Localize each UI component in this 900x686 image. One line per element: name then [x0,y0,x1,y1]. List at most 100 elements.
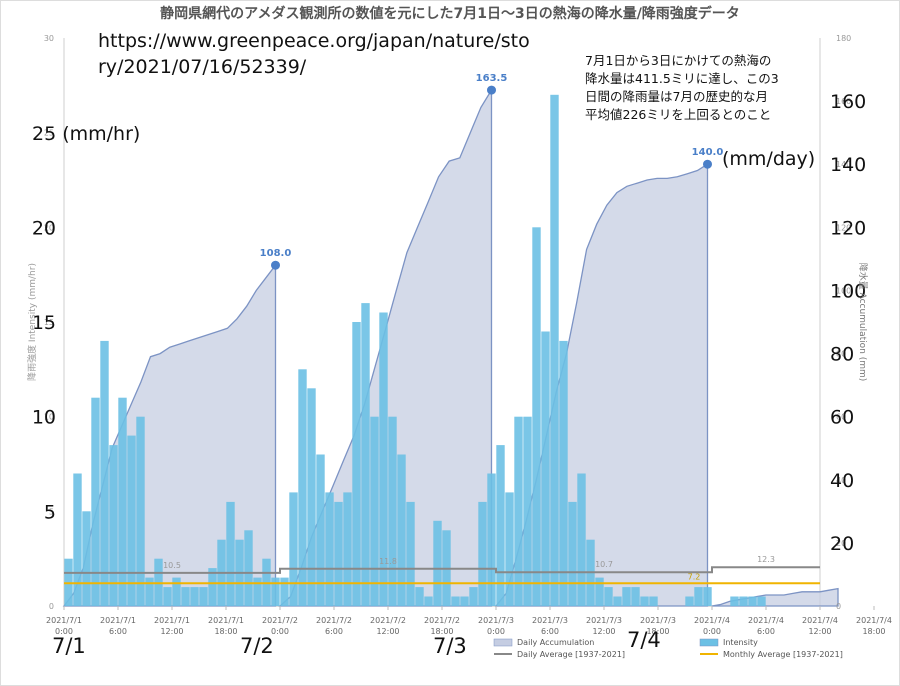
intensity-bar [532,227,541,607]
note-line-1: 7月1日から3日にかけての熱海の [585,53,772,68]
intensity-bar [325,492,334,606]
x-tick-label: 2021/7/2 [370,616,406,625]
legend-label: Intensity [723,638,758,647]
x-tick-label: 2021/7/2 [262,616,298,625]
peak-marker [703,159,712,169]
y2-tick-big-label: 140 [830,154,866,176]
legend-swatch [699,638,719,647]
y2-tick-label: 20 [836,539,846,548]
y2-tick-big-label: 120 [830,217,866,239]
intensity-bar [730,596,739,606]
peak-label: 163.5 [476,73,508,84]
date-label-7-3: 7/3 [433,634,467,658]
daily-average-label: 12.3 [757,555,775,564]
intensity-bar [478,501,487,606]
monthly-average-label: 7.2 [688,572,701,581]
intensity-bar [433,520,442,606]
intensity-bar [622,587,631,606]
x-tick-label: 6:00 [757,627,775,636]
x-tick-label: 2021/7/4 [802,616,838,625]
intensity-bar [82,511,91,606]
intensity-bar [577,473,586,606]
y2-tick-big-label: 160 [830,91,866,113]
y2-tick-label: 40 [836,476,846,485]
y-tick-label: 5 [49,507,54,516]
y2-tick-label: 0 [836,602,841,611]
x-tick-label: 18:00 [862,627,885,636]
intensity-bar [172,577,181,606]
x-tick-label: 12:00 [808,627,831,636]
intensity-bar [604,587,613,606]
y-axis-title: 降雨強度 Intensity (mm/hr) [26,263,38,381]
intensity-bar [208,568,217,606]
x-tick-label: 6:00 [325,627,343,636]
intensity-bar [361,303,370,606]
intensity-bar [73,473,82,606]
y2-tick-big-label: 20 [830,533,854,555]
x-tick-label: 12:00 [160,627,183,636]
intensity-bar [631,587,640,606]
intensity-bar [289,492,298,606]
x-tick-label: 18:00 [646,627,669,636]
y2-tick-label: 100 [836,286,851,295]
x-tick-label: 2021/7/2 [316,616,352,625]
y2-tick-label: 120 [836,223,851,232]
y-tick-label: 15 [44,318,54,327]
y-tick-label: 0 [49,602,54,611]
intensity-bar [757,596,766,606]
x-tick-label: 2021/7/1 [100,616,136,625]
intensity-bar [406,501,415,606]
x-tick-label: 0:00 [55,627,73,636]
intensity-bar [91,397,100,606]
intensity-bar [613,596,622,606]
source-url-line-1: https://www.greenpeace.org/japan/nature/… [98,30,530,52]
intensity-bar [226,501,235,606]
x-tick-label: 0:00 [487,627,505,636]
date-label-7-4: 7/4 [627,628,661,652]
legend-label: Daily Accumulation [517,638,594,647]
intensity-bar [181,587,190,606]
daily-average-line [64,566,820,574]
note-line-3: 日間の降雨量は7月の歴史的な月 [585,89,768,104]
x-tick-label: 18:00 [430,627,453,636]
intensity-bar [595,577,604,606]
x-tick-label: 6:00 [109,627,127,636]
intensity-bar [496,445,505,606]
peak-marker [271,260,280,270]
intensity-bar [388,416,397,606]
intensity-bar [343,492,352,606]
intensity-bar [100,340,109,606]
y2-tick-label: 80 [836,350,846,359]
intensity-bar [145,577,154,606]
peak-label: 108.0 [260,248,292,259]
intensity-bar [523,416,532,606]
y2-tick-big-label: 80 [830,344,854,366]
y2-tick-label: 180 [836,34,851,43]
intensity-bar [244,530,253,606]
intensity-bar [568,501,577,606]
y-tick-big-label: 20 [32,217,56,239]
intensity-bar [739,596,748,606]
daily-average-label: 11.8 [379,557,397,566]
x-tick-label: 0:00 [271,627,289,636]
x-tick-label: 2021/7/1 [154,616,190,625]
y2-tick-label: 160 [836,97,851,106]
intensity-bar [505,492,514,606]
daily-average-label: 10.7 [595,560,613,569]
peak-marker [487,85,496,95]
intensity-bar [460,596,469,606]
intensity-bar [253,577,262,606]
y-tick-label: 10 [44,413,54,422]
x-tick-label: 12:00 [592,627,615,636]
intensity-bar [541,331,550,606]
x-tick-label: 2021/7/1 [46,616,82,625]
intensity-bar [316,454,325,606]
legend-label: Daily Average [1937-2021] [517,650,625,659]
intensity-bar [694,587,703,606]
legend-swatch [493,638,513,647]
peak-label: 140.0 [692,147,724,158]
intensity-bar [514,416,523,606]
right-unit-label: (mm/day) [722,148,816,170]
intensity-bar [550,94,559,607]
